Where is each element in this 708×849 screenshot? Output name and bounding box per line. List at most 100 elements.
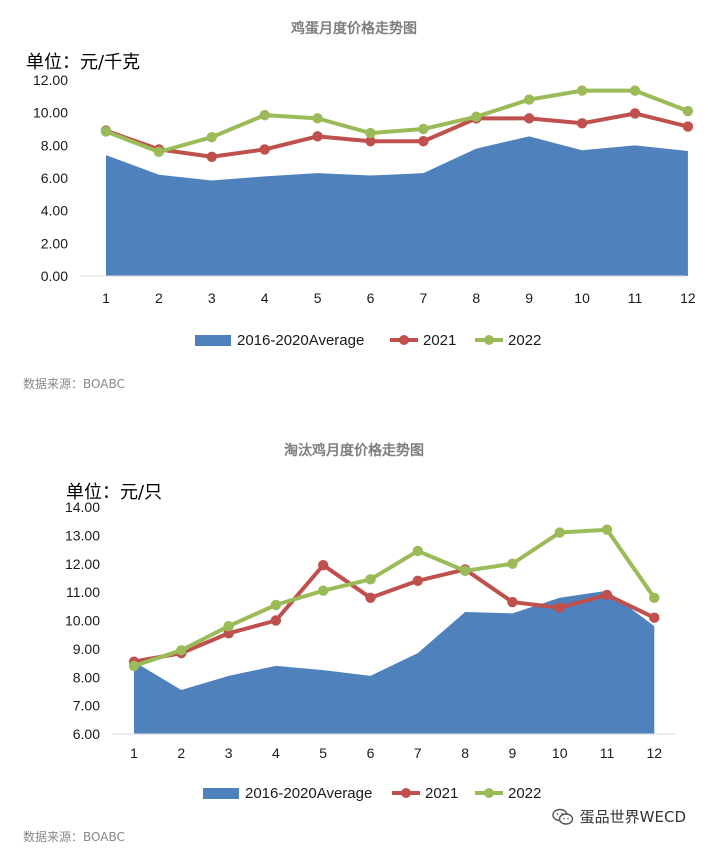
wechat-icon: [551, 808, 573, 825]
chart1-xtick-label: 7: [420, 290, 428, 306]
chart1-xtick-label: 2: [155, 290, 163, 306]
chart1-xtick-label: 6: [367, 290, 375, 306]
chart1-point-2022: [100, 126, 112, 137]
chart1-ytick-label: 6.00: [41, 170, 68, 186]
chart1-point-2021: [259, 144, 270, 155]
chart2-unit-label: 单位：元/只: [66, 482, 163, 503]
chart2-point-2022: [223, 620, 234, 632]
chart2-xtick-label: 5: [319, 745, 327, 761]
chart2-xtick-label: 8: [461, 745, 469, 761]
chart1-source: 数据来源：BOABC: [23, 377, 125, 391]
chart1-ytick-label: 0.00: [41, 268, 68, 284]
chart2-point-2021: [507, 596, 518, 608]
chart2-point-2022: [270, 599, 282, 611]
chart2-point-2022: [601, 524, 613, 535]
chart2-title: 淘汰鸡月度价格走势图: [284, 443, 424, 459]
chart1-xtick-label: 1: [102, 290, 110, 306]
chart2-xtick-label: 6: [367, 745, 375, 761]
chart1-title: 鸡蛋月度价格走势图: [291, 21, 417, 37]
chart1-area-average: [106, 136, 688, 276]
chart1-point-2022: [365, 127, 376, 139]
chart2-ytick-label: 14.00: [65, 499, 100, 515]
chart1-ytick-label: 2.00: [41, 235, 68, 251]
chart2-xtick-label: 11: [600, 745, 615, 761]
chart2-ytick-label: 8.00: [73, 669, 100, 685]
chart2-point-2022: [507, 558, 518, 569]
chart2-legend-marker-2021: [401, 788, 411, 798]
chart2-point-2021: [649, 612, 660, 623]
chart2-point-2022: [459, 565, 471, 577]
chart1-legend-marker-2022: [484, 335, 494, 345]
chart2-ytick-label: 7.00: [73, 698, 100, 714]
chart2-ytick-label: 10.00: [65, 613, 100, 629]
chart1-ytick-label: 8.00: [41, 137, 68, 153]
chart2-area-average: [134, 590, 655, 734]
chart2-xtick-label: 1: [130, 745, 138, 761]
chart2-point-2022: [318, 585, 329, 596]
chart1-point-2021: [576, 118, 588, 129]
chart1-point-2022: [524, 94, 535, 105]
chart2-ytick-label: 11.00: [66, 584, 100, 600]
chart1-point-2021: [418, 136, 429, 147]
chart1-point-2022: [418, 123, 429, 135]
chart1-legend-label: 2021: [423, 332, 456, 349]
chart1-xtick-label: 8: [472, 290, 480, 306]
chart2-legend-label: 2016-2020Average: [245, 785, 372, 802]
chart2-legend-label: 2021: [425, 785, 458, 802]
chart2-line-2021: [133, 563, 656, 664]
chart2-legend-swatch-area: [203, 788, 239, 799]
chart2-ytick-label: 12.00: [65, 556, 100, 572]
chart2-point-2021: [318, 559, 329, 571]
chart2-xtick-label: 3: [225, 745, 233, 761]
chart1-ytick-label: 12.00: [33, 72, 68, 88]
chart2-xtick-label: 4: [272, 745, 280, 761]
chart1-xtick-label: 9: [525, 290, 533, 306]
chart2-point-2022: [176, 645, 187, 656]
chart1-point-2022: [206, 131, 217, 143]
chart1-ytick-label: 10.00: [33, 105, 68, 121]
chart1-legend-label: 2016-2020Average: [237, 332, 364, 349]
chart2-svg: 6.00 7.00 8.00 9.00 10.00 11.00 12.00 13.00 14.0…: [65, 499, 676, 802]
chart1-point-2022: [312, 113, 323, 124]
chart1-point-2021: [365, 136, 376, 147]
chart2-xtick-label: 9: [509, 745, 517, 761]
chart1-point-2022: [682, 105, 694, 117]
chart2-legend-marker-2022: [484, 788, 494, 798]
chart1-xtick-label: 12: [680, 290, 696, 306]
chart1-point-2022: [259, 109, 270, 121]
chart1-point-2022: [629, 85, 641, 96]
chart2-source: 数据来源：BOABC: [23, 830, 125, 844]
chart1-ytick-label: 4.00: [41, 203, 68, 219]
chart2-ytick-label: 6.00: [73, 726, 100, 742]
chart1-legend-swatch-area: [195, 335, 231, 346]
chart1-xtick-label: 4: [261, 290, 269, 306]
chart1-line-2022: [105, 88, 689, 154]
chart2-xtick-label: 2: [177, 745, 185, 761]
chart2-line-2022: [133, 527, 656, 668]
chart1-point-2022: [471, 111, 482, 122]
chart2-legend-label: 2022: [508, 785, 541, 802]
chart2-xtick-label: 7: [414, 745, 422, 761]
chart2-point-2021: [412, 575, 423, 586]
chart1-legend-marker-2021: [399, 335, 409, 345]
chart1-legend-label: 2022: [508, 332, 541, 349]
chart2-point-2022: [649, 592, 660, 603]
chart1-xtick-label: 5: [314, 290, 322, 306]
chart2-ytick-label: 13.00: [65, 527, 100, 543]
chart2-point-2021: [601, 589, 613, 601]
chart1-xtick-label: 10: [574, 290, 590, 306]
chart2-point-2022: [365, 574, 376, 585]
chart1-xtick-label: 3: [208, 290, 216, 306]
chart1-xtick-label: 11: [628, 290, 643, 306]
chart1-point-2021: [312, 131, 323, 142]
watermark-text: 蛋品世界WECD: [579, 808, 686, 826]
chart1-point-2021: [629, 108, 641, 119]
chart2-xtick-label: 10: [552, 745, 568, 761]
chart1-unit-label: 单位：元/千克: [26, 52, 141, 73]
watermark: 蛋品世界WECD: [551, 806, 686, 827]
chart1-line-2021: [105, 111, 689, 159]
chart2-point-2022: [128, 660, 140, 672]
chart2-point-2021: [270, 615, 282, 626]
chart1-point-2021: [682, 121, 694, 132]
